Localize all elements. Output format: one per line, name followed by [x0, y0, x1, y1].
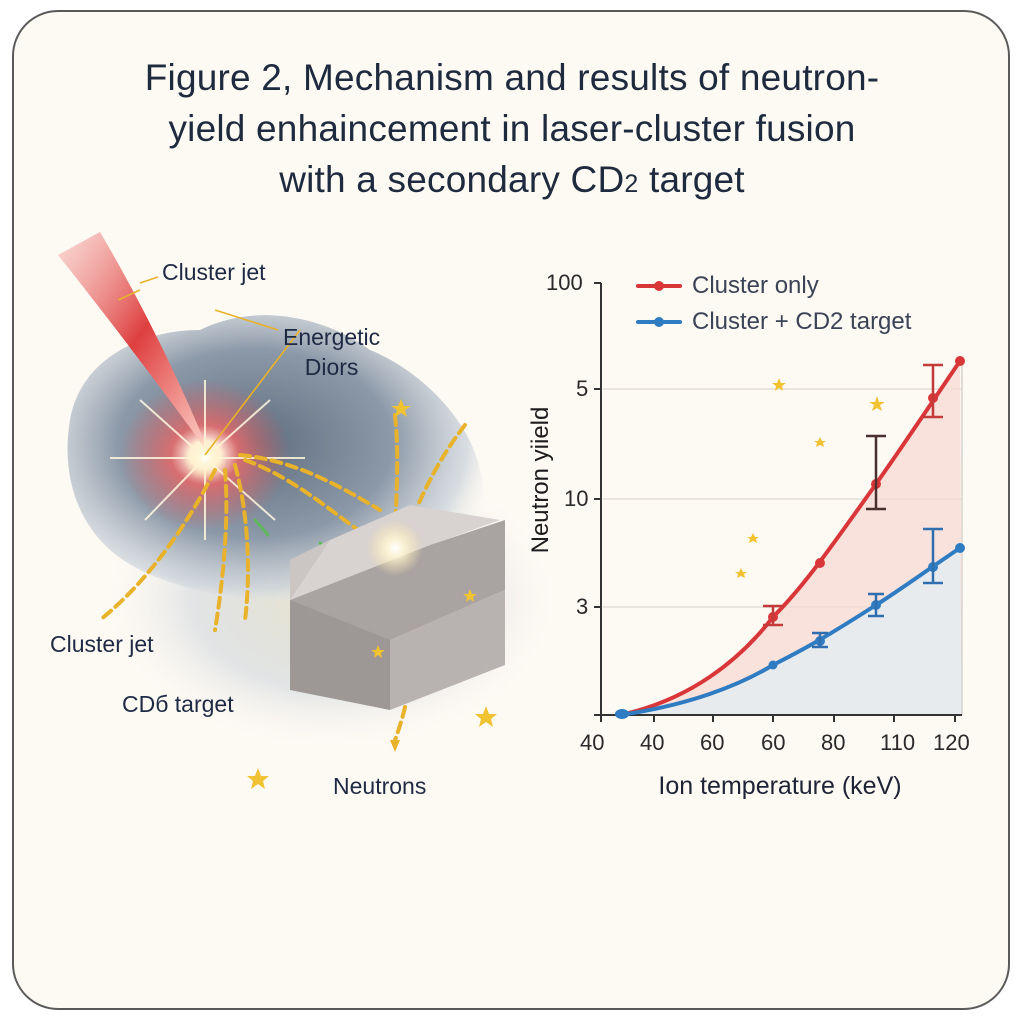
y-tick-5: 5	[576, 376, 589, 401]
axes	[594, 282, 962, 722]
neutron-stars	[247, 399, 497, 789]
series-cluster-only	[619, 359, 962, 717]
x-tick-2: 60	[700, 730, 725, 755]
series-cluster-cd2	[619, 546, 962, 717]
label-cd2-target: CDб target	[122, 691, 234, 717]
legend-item-cluster-cd2: Cluster + CD2 target	[636, 304, 911, 340]
laser-beam	[58, 232, 210, 455]
title-line-3: with a secondary CD2 target	[279, 159, 745, 200]
label-cluster-jet-bottom: Cluster jet	[50, 631, 154, 657]
cluster-cd2-error-bars	[812, 527, 943, 649]
x-tick-3: 60	[761, 730, 786, 755]
cluster-only-error-bars	[763, 363, 943, 627]
label-energetic-ions: Energetic Diors	[283, 324, 381, 380]
figure-title: Figure 2, Mechanism and results of neutr…	[60, 52, 964, 210]
title-line-2: yield enhaincement in laser-cluster fusi…	[168, 108, 856, 149]
legend-item-cluster-only: Cluster only	[636, 268, 911, 304]
label-cluster-jet-top: Cluster jet	[162, 259, 266, 285]
y-tick-3: 3	[576, 594, 589, 619]
x-tick-1: 40	[640, 730, 665, 755]
title-line-1: Figure 2, Mechanism and results of neutr…	[144, 57, 880, 98]
label-neutrons: Neutrons	[333, 773, 427, 799]
neutron-arrow-icon	[390, 740, 400, 752]
cluster-only-markers	[768, 356, 965, 622]
x-tick-4: 80	[821, 730, 846, 755]
thin-particle-lines	[117, 276, 301, 456]
x-tick-0: 40	[580, 730, 605, 755]
x-tick-6: 120	[933, 730, 970, 755]
target-impact-flash	[367, 520, 423, 576]
chart-legend: Cluster only Cluster + CD2 target	[636, 268, 911, 340]
legend-swatch-blue	[636, 317, 682, 327]
x-tick-5: 110	[880, 730, 916, 755]
y-tick-100: 100	[546, 270, 583, 295]
legend-swatch-red	[636, 281, 682, 291]
x-axis-label: Ion temperature (keV)	[658, 772, 902, 800]
y-tick-10: 10	[564, 486, 589, 511]
y-axis-label: Neutron yiield	[527, 406, 554, 554]
chart-decorative-stars	[735, 378, 885, 578]
cd2-fill	[620, 548, 962, 715]
